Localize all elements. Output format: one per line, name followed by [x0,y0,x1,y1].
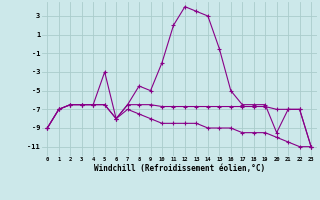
X-axis label: Windchill (Refroidissement éolien,°C): Windchill (Refroidissement éolien,°C) [94,164,265,173]
